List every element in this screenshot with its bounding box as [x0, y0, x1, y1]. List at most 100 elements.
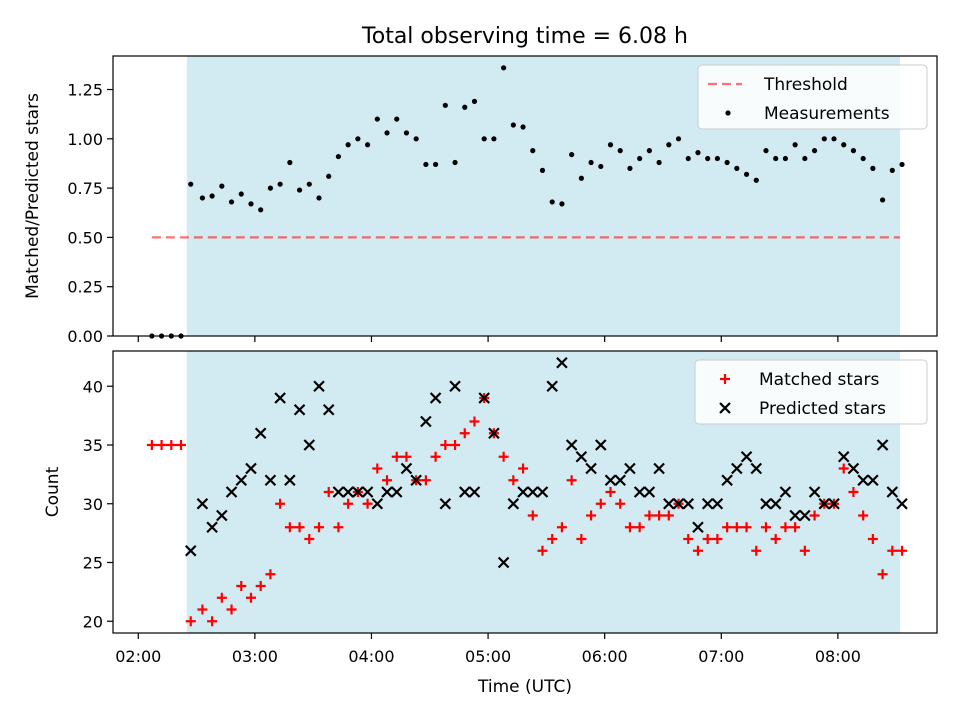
measurement-point [413, 136, 419, 142]
predicted-star-point [556, 356, 568, 369]
measurement-point [403, 130, 410, 136]
matched-star-point [372, 463, 383, 474]
predicted-star-point [468, 486, 481, 498]
y-tick-label: 0.50 [67, 228, 103, 247]
measurement-point [335, 153, 342, 160]
predicted-star-point [303, 439, 316, 451]
matched-star-point [146, 440, 157, 450]
matched-star-point [663, 510, 674, 521]
predicted-star-point [196, 497, 209, 510]
matched-star-point [236, 581, 247, 591]
matched-star-point [799, 545, 810, 556]
matched-star-point [751, 545, 762, 556]
matched-star-point [838, 463, 849, 474]
predicted-star-point [517, 486, 529, 498]
matched-star-point [166, 440, 177, 450]
bottom-axes-frame [112, 350, 938, 634]
predicted-star-point [400, 462, 413, 475]
predicted-star-point [526, 486, 539, 498]
predicted-star-point [769, 497, 782, 510]
series-predicted-stars [184, 356, 908, 569]
matched-star-point [185, 616, 196, 627]
matched-star-point [498, 451, 509, 462]
matched-star-point [207, 616, 218, 627]
matched-star-point [624, 522, 635, 533]
legend-entry-label: Predicted stars [759, 399, 886, 419]
matched-star-point [615, 498, 626, 509]
matched-star-point [605, 487, 616, 497]
predicted-star-point [663, 497, 675, 510]
measurement-point [462, 104, 468, 110]
measurement-point [811, 148, 818, 154]
legend-predicted-swatch [719, 402, 731, 414]
predicted-star-point [837, 450, 850, 463]
chart-title: Total observing time = 6.08 h [361, 24, 688, 49]
matched-star-point [887, 545, 898, 556]
x-tick-label: 03:00 [232, 647, 278, 666]
predicted-star-point [575, 450, 588, 463]
predicted-star-point [429, 392, 442, 404]
measurement-point [316, 195, 322, 201]
measurement-point [792, 142, 798, 148]
predicted-star-point [565, 439, 578, 451]
matched-star-point [265, 569, 276, 580]
y-tick-label: 25 [83, 554, 103, 573]
matched-star-point [566, 475, 577, 486]
matched-star-point [683, 534, 694, 544]
y-tick-label: 20 [83, 612, 103, 631]
legend-entry-label: Measurements [764, 104, 890, 124]
predicted-star-point [439, 497, 452, 510]
measurement-point [248, 201, 254, 207]
measurement-point [656, 159, 662, 166]
measurement-point [287, 159, 293, 166]
matched-star-point [760, 522, 771, 533]
measurement-point [598, 163, 604, 170]
matched-star-point [401, 451, 412, 462]
matched-star-point [634, 522, 645, 533]
predicted-star-point [313, 380, 325, 393]
matched-star-point [702, 534, 713, 544]
y-tick-label: 1.00 [67, 130, 103, 149]
measurement-point [510, 122, 516, 128]
matched-star-point [809, 510, 820, 521]
measurement-point [277, 181, 283, 187]
measurement-point [637, 155, 643, 162]
measurement-point [355, 136, 361, 142]
measurement-point [442, 102, 448, 108]
measurement-point [821, 136, 827, 142]
matched-star-point [391, 451, 402, 462]
predicted-star-point [750, 462, 763, 475]
measurement-point [666, 142, 672, 148]
measurement-point [617, 148, 623, 154]
measurement-point [209, 193, 215, 199]
matched-star-point [848, 487, 859, 497]
matched-star-point [284, 522, 295, 533]
x-axis-label: Time (UTC) [477, 677, 572, 697]
matched-star-point [245, 592, 256, 603]
predicted-star-point [595, 439, 607, 451]
measurement-point [394, 116, 400, 122]
matched-star-point [770, 534, 781, 544]
x-tick-label: 04:00 [348, 647, 394, 666]
measurement-point [364, 142, 371, 148]
matched-star-point [275, 498, 286, 509]
matched-star-point [867, 534, 878, 544]
measurement-point [219, 183, 225, 189]
measurement-point [491, 136, 497, 142]
x-axis: 02:00 03:00 04:00 05:00 06:00 07:00 08:00 [115, 647, 861, 666]
measurement-point [326, 173, 332, 179]
matched-star-point [790, 522, 801, 533]
matched-star-point [508, 475, 519, 486]
measurement-point [296, 187, 303, 193]
predicted-star-point [876, 439, 889, 451]
predicted-star-point [682, 497, 695, 510]
measurement-point [705, 155, 711, 162]
predicted-star-point [585, 462, 597, 475]
predicted-star-point [381, 486, 393, 498]
measurement-point [569, 151, 575, 158]
y-tick-label: 40 [83, 377, 103, 396]
measurement-point [481, 136, 487, 142]
measurement-point [675, 136, 682, 142]
legend-entry-label: Threshold [763, 75, 848, 95]
matched-star-point [576, 534, 587, 544]
